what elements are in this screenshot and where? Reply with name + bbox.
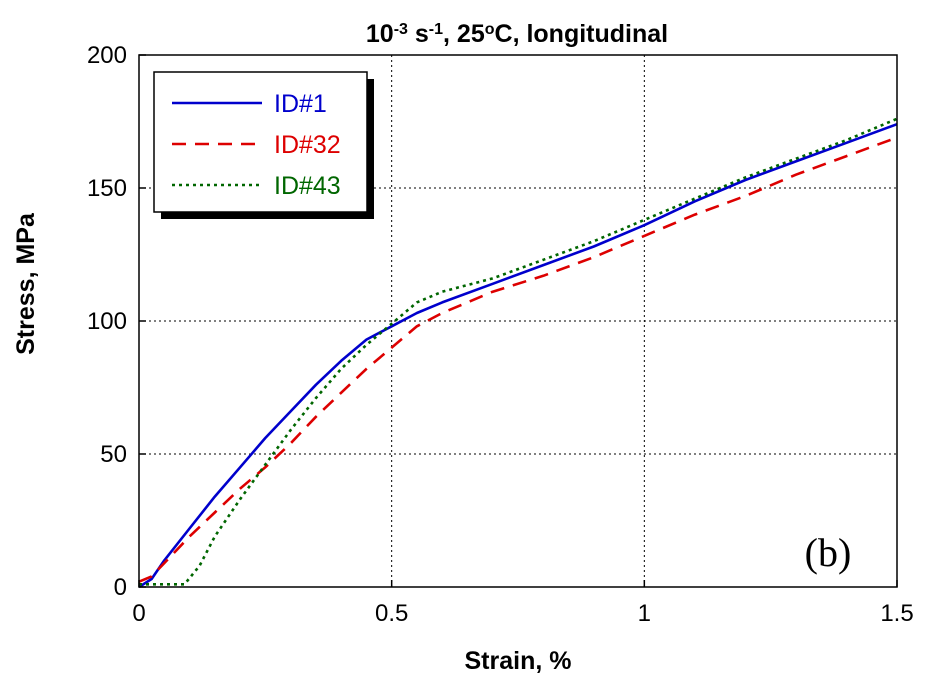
title-part-3: -1 (429, 21, 443, 38)
legend-label-3: ID#43 (274, 172, 341, 200)
series-line-1 (138, 122, 898, 589)
y-tick-label-4: 200 (87, 42, 127, 69)
y-tick-label-0: 0 (114, 574, 127, 601)
y-tick-label-3: 150 (87, 175, 127, 202)
x-tick-label-2: 1 (638, 600, 651, 627)
title-part-0: 10 (366, 20, 394, 48)
legend-label-2: ID#32 (274, 131, 341, 159)
series-line-2 (138, 136, 898, 583)
x-tick-label-0: 0 (132, 600, 145, 627)
chart-title: 10-3 s-1, 25oC, longitudinal (366, 20, 668, 48)
legend-box (153, 71, 368, 213)
legend-label-1: ID#1 (274, 90, 327, 118)
x-axis-label: Strain, % (465, 647, 572, 675)
title-part-2: s (408, 20, 429, 48)
y-tick-label-2: 100 (87, 308, 127, 335)
legend: ID#1 ID#32 ID#43 (153, 71, 374, 219)
x-tick-label-3: 1.5 (880, 600, 913, 627)
panel-label: (b) (805, 530, 852, 575)
y-axis-label: Stress, MPa (12, 212, 40, 355)
series-layer (138, 117, 898, 589)
title-part-1: -3 (394, 21, 408, 38)
title-part-4: , 25 (443, 20, 485, 48)
x-tick-label-1: 0.5 (375, 600, 408, 627)
series-line-3 (139, 117, 898, 586)
title-part-5: o (485, 21, 495, 38)
y-tick-label-1: 50 (100, 441, 127, 468)
axis-ticks: 0 0.5 1 1.5 0 50 100 150 200 (87, 42, 914, 627)
title-part-6: C, longitudinal (495, 20, 669, 48)
